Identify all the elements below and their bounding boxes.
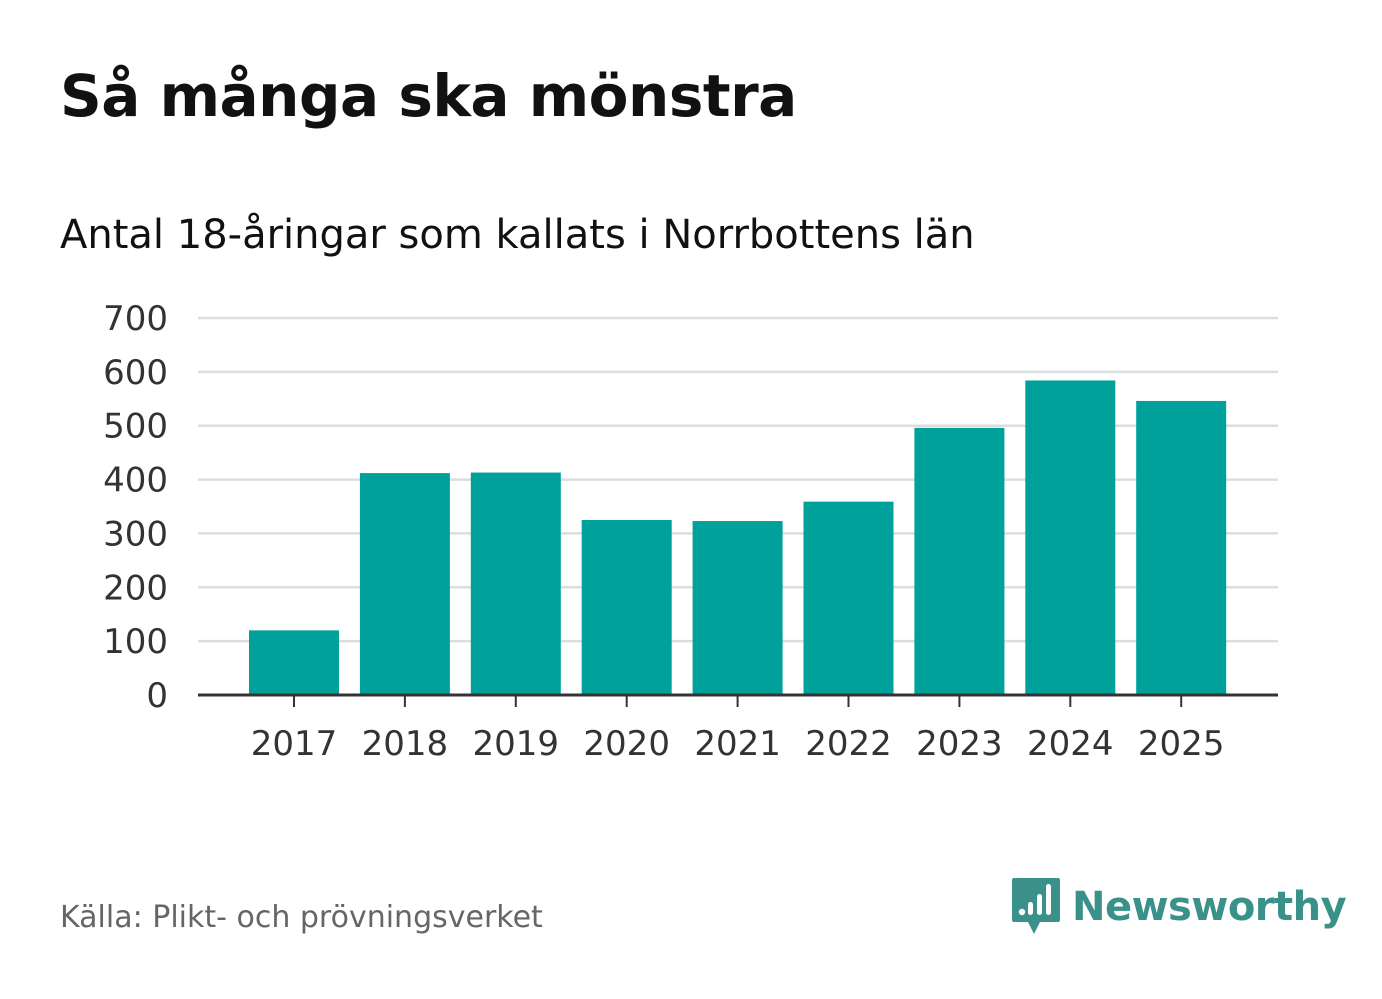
bar-2024 — [1025, 380, 1116, 695]
y-tick-labels: 0 100 200 300 400 500 600 700 — [103, 299, 168, 716]
bar-2025 — [1136, 400, 1227, 695]
y-tick-label: 100 — [103, 622, 168, 662]
y-tick-label: 200 — [103, 568, 168, 608]
x-tick-label: 2023 — [916, 724, 1003, 764]
x-tick-label: 2025 — [1138, 724, 1225, 764]
bar-2020 — [581, 519, 672, 695]
x-tick-label: 2017 — [251, 724, 338, 764]
axes — [198, 693, 1278, 707]
bar-2018 — [359, 473, 450, 695]
y-tick-label: 600 — [103, 353, 168, 393]
y-tick-label: 500 — [103, 407, 168, 447]
y-tick-label: 0 — [146, 676, 168, 716]
chart-subtitle: Antal 18-åringar som kallats i Norrbotte… — [60, 212, 975, 258]
bar-2023 — [914, 427, 1005, 695]
bar-2021 — [692, 521, 783, 695]
x-tick-labels: 2017 2018 2019 2020 2021 2022 2023 2024 2025 — [251, 724, 1225, 764]
bars — [249, 380, 1227, 695]
brand-name: Newsworthy — [1072, 884, 1347, 930]
y-tick-label: 400 — [103, 461, 168, 501]
source-note: Källa: Plikt- och prövningsverket — [60, 900, 543, 935]
bar-2022 — [803, 501, 894, 695]
chart-title: Så många ska mönstra — [60, 62, 797, 130]
brand-logo: Newsworthy — [1010, 876, 1347, 938]
x-tick-label: 2021 — [694, 724, 781, 764]
x-tick-label: 2020 — [583, 724, 670, 764]
bar-2019 — [470, 472, 561, 695]
y-tick-label: 300 — [103, 514, 168, 554]
newsworthy-logo-icon — [1012, 878, 1060, 934]
x-tick-label: 2024 — [1027, 724, 1114, 764]
x-tick-label: 2022 — [805, 724, 892, 764]
x-tick-label: 2018 — [362, 724, 449, 764]
y-tick-label: 700 — [103, 299, 168, 339]
x-tick-label: 2019 — [473, 724, 560, 764]
bar-2017 — [249, 630, 339, 695]
